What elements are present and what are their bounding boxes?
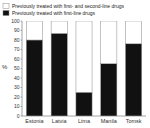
bar <box>101 21 117 64</box>
y-tick-label: 10 <box>14 103 20 109</box>
bar <box>76 92 92 116</box>
bar <box>101 64 117 116</box>
y-tick-label: 60 <box>14 56 20 62</box>
x-tick-label: Tomsk <box>126 118 142 124</box>
y-tick <box>21 68 23 69</box>
y-tick-label: 20 <box>14 94 20 100</box>
y-tick-label: 100 <box>11 18 20 24</box>
y-tick <box>21 97 23 98</box>
bar <box>26 21 42 40</box>
y-tick <box>21 59 23 60</box>
y-tick-label: 40 <box>14 75 20 81</box>
x-axis-line <box>22 116 146 117</box>
bar <box>76 21 92 92</box>
y-tick <box>21 106 23 107</box>
legend-label: Previously treated with first- and secon… <box>12 3 124 9</box>
y-axis-line <box>22 21 23 116</box>
bar <box>51 21 67 33</box>
bars <box>26 21 141 116</box>
legend-label: Previously treated with first-line drugs <box>12 10 96 16</box>
y-tick-label: 30 <box>14 84 20 90</box>
y-axis-label: % <box>2 64 8 70</box>
bar <box>26 40 42 116</box>
y-tick-label: 70 <box>14 46 20 52</box>
x-tick-label: Latvia <box>52 118 68 124</box>
legend-swatch <box>3 4 9 9</box>
legend-swatch <box>3 11 9 16</box>
y-tick-label: 50 <box>14 65 20 71</box>
y-tick-label: 0 <box>17 113 20 119</box>
y-tick <box>21 30 23 31</box>
bar <box>126 44 142 116</box>
x-tick-label: Estonia <box>25 118 44 124</box>
y-tick-label: 80 <box>14 37 20 43</box>
bar <box>51 33 67 116</box>
y-tick <box>21 40 23 41</box>
bar <box>126 21 142 44</box>
legend: Previously treated with first- and secon… <box>3 3 124 16</box>
x-tick-label: Lima <box>78 118 91 124</box>
y-tick <box>21 78 23 79</box>
y-tick <box>21 49 23 50</box>
y-tick <box>21 116 23 117</box>
y-tick <box>21 87 23 88</box>
y-tick-label: 90 <box>14 27 20 33</box>
x-tick-label: Manila <box>101 118 118 124</box>
chart: Previously treated with first- and secon… <box>0 0 150 128</box>
y-tick <box>21 21 23 22</box>
